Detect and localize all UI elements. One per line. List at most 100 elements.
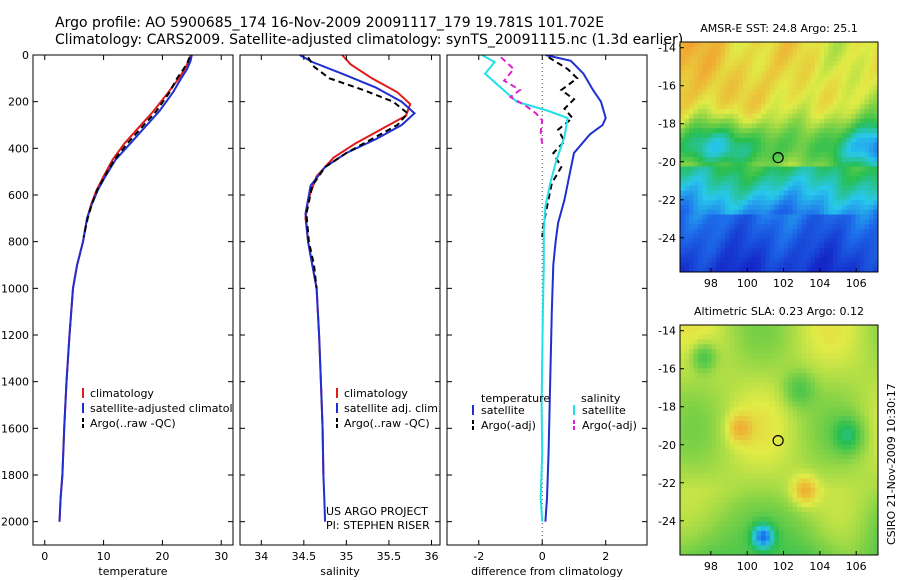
sst_map-cell <box>689 161 694 167</box>
sst_map-cell <box>846 243 852 249</box>
sst_map-cell <box>815 200 820 206</box>
sla_map-cell <box>810 545 816 551</box>
sst_map-cell <box>725 137 730 144</box>
sla_map-cell <box>756 416 762 422</box>
sla_map-cell <box>855 325 861 331</box>
sla_map-cell <box>846 382 852 388</box>
sst_map-cell <box>833 142 838 148</box>
sst_map-cell <box>725 238 730 244</box>
sst_map-cell <box>698 94 703 100</box>
sst_map-cell <box>788 51 793 57</box>
sst_map-cell <box>689 104 694 110</box>
sst_map-cell <box>873 42 879 48</box>
sst_map-cell <box>761 243 766 249</box>
sst_map-cell <box>725 128 730 134</box>
sla_map-cell <box>797 531 802 537</box>
sst_map-cell <box>846 166 852 172</box>
sla_map-cell <box>761 526 766 532</box>
sla_map-cell <box>828 377 834 383</box>
sst_map-cell <box>765 224 771 230</box>
sst_map-cell <box>828 214 834 220</box>
sst_map-cell <box>720 123 726 129</box>
sst_map-cell <box>707 104 712 110</box>
sst_map-cell <box>792 147 798 153</box>
sst_map-cell <box>693 219 699 225</box>
sst_map-cell <box>837 209 843 215</box>
sla_map-cell <box>860 396 865 403</box>
sla_map-cell <box>873 425 879 431</box>
sla_map-cell <box>833 392 838 398</box>
sla_map-cell <box>698 507 703 513</box>
salinity-legend-label: climatology <box>344 387 408 400</box>
sst_map-cell <box>689 133 694 139</box>
sst_map-cell <box>702 224 708 230</box>
sla_map-cell <box>689 492 694 498</box>
sla_map-cell <box>860 516 865 522</box>
sst_map-cell <box>702 70 708 76</box>
sla_map-cell <box>792 440 798 446</box>
sla_map-cell <box>716 449 721 455</box>
sla_map-cell <box>729 511 735 518</box>
sst_map-cell <box>810 180 816 187</box>
sla_map-cell <box>837 487 843 494</box>
difference-series-salinity-argo-adj- <box>500 56 544 144</box>
sla_map-cell <box>860 511 865 518</box>
sla_map-cell <box>756 382 762 388</box>
sla_map-cell <box>725 392 730 398</box>
sst_map-cell <box>819 94 825 100</box>
sla_map-cell <box>833 478 838 484</box>
sla_map-cell <box>864 377 870 383</box>
sla_map-cell <box>851 444 856 450</box>
sla_map-cell <box>810 392 816 398</box>
sst_map-cell <box>842 113 847 120</box>
sst_map-cell <box>729 195 735 201</box>
sla_map-cell <box>860 550 865 556</box>
sla_map-cell <box>797 487 802 494</box>
sst_map-cell <box>824 190 829 196</box>
sst_map-cell <box>693 180 699 187</box>
sst_map-cell <box>729 204 735 211</box>
sla_map-cell <box>711 329 717 335</box>
sla_map-cell <box>738 344 744 350</box>
difference-legend-label: satellite <box>481 404 525 417</box>
sst_map-cell <box>720 128 726 134</box>
sla_map-cell <box>743 334 748 340</box>
sla_map-cell <box>761 363 766 369</box>
sst_map-cell <box>770 262 775 268</box>
sst_map-cell <box>716 113 721 120</box>
sla_map-cell <box>810 344 816 350</box>
sst_map-cell <box>873 171 879 177</box>
sst_map-cell <box>680 109 685 115</box>
sla_map-cell <box>842 334 847 340</box>
sla_map-cell <box>738 454 744 460</box>
sla_map-cell <box>756 521 762 527</box>
sst_map-cell <box>765 185 771 191</box>
sla_map-cell <box>707 487 712 494</box>
sst_map-cell <box>837 180 843 187</box>
sst_map-cell <box>783 267 789 273</box>
sst_map-cell <box>842 128 847 134</box>
sst_map-cell <box>770 204 775 211</box>
sst_map-cell <box>792 171 798 177</box>
sst_map-cell <box>842 99 847 105</box>
sla_map-cell <box>729 382 735 388</box>
sst_map-cell <box>729 70 735 76</box>
sla_map-cell <box>752 502 757 508</box>
sst_map-cell <box>734 214 739 220</box>
sla_map-cell <box>815 420 820 427</box>
sst_map-cell <box>711 51 717 57</box>
sst_map-cell <box>779 190 784 196</box>
sst_map-cell <box>743 142 748 148</box>
sla_map-cell <box>792 473 798 479</box>
sla_map-cell <box>797 420 802 427</box>
sst_map-cell <box>689 180 694 187</box>
sla_map-cell <box>855 521 861 527</box>
sst_map-cell <box>711 238 717 244</box>
sst_map-cell <box>698 161 703 167</box>
sla_map-cell <box>855 492 861 498</box>
sst_map-cell <box>752 118 757 124</box>
sst_map-cell <box>779 70 784 76</box>
sst_map-cell <box>869 80 874 86</box>
sst_map-cell <box>779 147 784 153</box>
sst_map-cell <box>765 248 771 254</box>
